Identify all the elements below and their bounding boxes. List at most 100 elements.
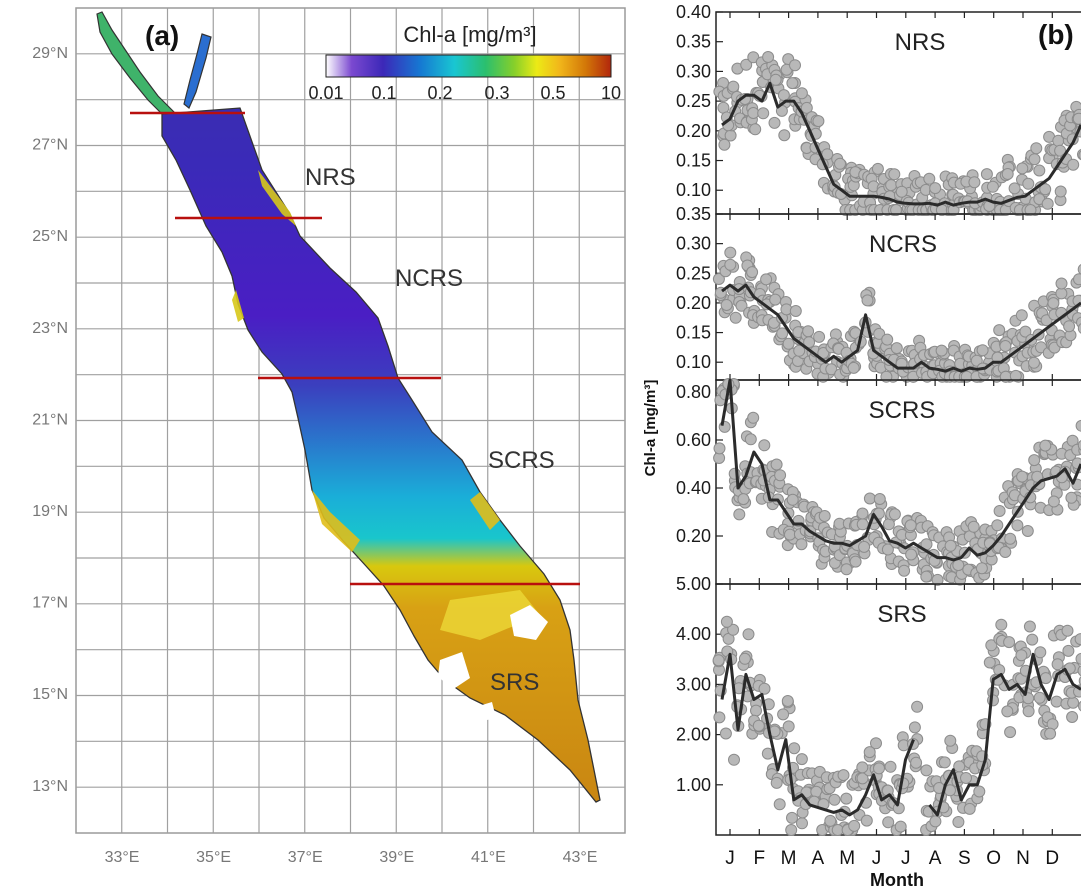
observation-point	[944, 539, 957, 552]
observation-point	[720, 615, 733, 628]
observation-point	[1026, 633, 1039, 646]
observation-point	[724, 129, 737, 142]
latitude-tick-label: 19°N	[32, 503, 68, 520]
observation-point	[1054, 185, 1067, 198]
observation-point	[774, 469, 787, 482]
observation-point	[776, 327, 789, 340]
x-axis-title: Month	[870, 870, 924, 890]
observation-point	[999, 340, 1012, 352]
observation-point	[762, 51, 775, 63]
subplot-srs: 5.00 4.00 3.00 2.00 1.00 SRS	[676, 574, 1081, 836]
observation-point	[944, 734, 957, 747]
observation-point	[995, 618, 1008, 631]
observation-point	[724, 258, 737, 271]
observation-point	[817, 347, 830, 359]
observation-point	[834, 157, 846, 170]
observation-point	[1021, 525, 1034, 537]
y-axis-title: Chl-a [mg/m³]	[642, 380, 659, 477]
observation-point	[881, 333, 894, 346]
observation-point	[1028, 356, 1040, 369]
observation-point	[993, 505, 1006, 517]
month-tick-label: A	[929, 848, 942, 869]
observation-point	[967, 520, 980, 533]
latitude-tick-label: 25°N	[32, 228, 68, 245]
longitude-tick-label: 43°E	[563, 849, 598, 866]
observation-point	[812, 115, 825, 128]
colorbar-title: Chl-a [mg/m³]	[403, 22, 536, 47]
subplot-scrs: 0.80 0.60 0.40 0.20 SCRS	[676, 378, 1081, 586]
observation-point	[713, 442, 726, 455]
colorbar: Chl-a [mg/m³] 0.01 0.1 0.2 0.3 0.5 10	[308, 22, 621, 103]
region-label-nrs: NRS	[305, 164, 356, 191]
observation-point	[953, 760, 966, 773]
observation-point	[999, 546, 1012, 558]
observation-point	[837, 769, 850, 782]
y-tick-label: 0.20	[676, 121, 711, 141]
observation-point	[758, 682, 771, 695]
longitude-tick-label: 39°E	[379, 849, 414, 866]
observation-point	[882, 518, 895, 531]
observation-point	[1077, 439, 1081, 451]
observation-point	[952, 559, 965, 572]
observation-point	[1011, 519, 1024, 532]
latitude-labels: 29°N 27°N 25°N 23°N 21°N 19°N 17°N 15°N 13°N	[32, 45, 68, 795]
observation-point	[884, 760, 897, 773]
observation-point	[1015, 309, 1028, 322]
observation-point	[747, 411, 760, 424]
observation-point	[873, 493, 886, 505]
map-panel: NRS NCRS SCRS SRS (a) Chl-a [mg/m³] 0.01…	[32, 7, 626, 866]
latitude-tick-label: 23°N	[32, 320, 68, 337]
observation-point	[985, 639, 998, 652]
observation-point	[881, 543, 894, 556]
latitude-tick-label: 27°N	[32, 137, 68, 154]
observation-point	[1067, 696, 1080, 709]
observation-point	[1016, 470, 1029, 483]
y-tick-label: 5.00	[676, 574, 711, 594]
subplot-ncrs: 0.35 0.30 0.25 0.20 0.15 0.10 NCRS	[676, 204, 1081, 383]
observation-point	[729, 311, 742, 324]
observation-point	[720, 299, 733, 311]
observation-point	[789, 305, 802, 317]
observation-point	[904, 519, 917, 532]
observation-point	[1022, 705, 1035, 718]
observation-point	[858, 540, 871, 553]
observation-point	[1019, 325, 1032, 338]
observation-point	[1039, 439, 1052, 452]
observation-point	[895, 185, 908, 198]
observation-point	[1033, 691, 1046, 704]
subplot-nrs: 0.40 0.35 0.30 0.25 0.20 0.15 0.10 NRS	[676, 2, 1081, 216]
observation-point	[737, 493, 750, 506]
observation-point	[929, 815, 942, 828]
observation-point	[840, 792, 853, 805]
observation-point	[1001, 705, 1014, 718]
observation-point	[856, 761, 869, 774]
observation-point	[786, 493, 799, 506]
mean-line-scrs	[720, 378, 1081, 562]
y-tick-label: 0.25	[676, 91, 711, 111]
observation-point	[847, 361, 860, 374]
observation-point	[1077, 665, 1081, 677]
observation-point	[777, 89, 790, 102]
longitude-tick-label: 33°E	[105, 849, 140, 866]
observation-point	[738, 652, 751, 665]
subplot-frame	[715, 583, 1081, 836]
observation-point	[1075, 419, 1081, 432]
observation-point	[871, 162, 884, 175]
subplot-title-bg	[855, 226, 951, 258]
observation-point	[923, 172, 936, 185]
observation-point	[888, 168, 901, 181]
observation-point	[768, 116, 781, 129]
month-tick-label: A	[812, 848, 825, 869]
observation-point	[778, 129, 791, 142]
month-tick-label: J	[901, 848, 911, 869]
observation-point	[831, 824, 844, 836]
observation-point	[890, 342, 903, 355]
observation-point	[920, 570, 933, 583]
observation-point	[746, 266, 759, 279]
mean-line-nrs	[721, 81, 1081, 207]
observation-point	[1024, 204, 1037, 216]
subplot-title: NRS	[895, 29, 946, 56]
colorbar-tick-label: 0.1	[371, 83, 396, 103]
observation-point	[870, 737, 882, 750]
observation-point	[770, 776, 783, 789]
